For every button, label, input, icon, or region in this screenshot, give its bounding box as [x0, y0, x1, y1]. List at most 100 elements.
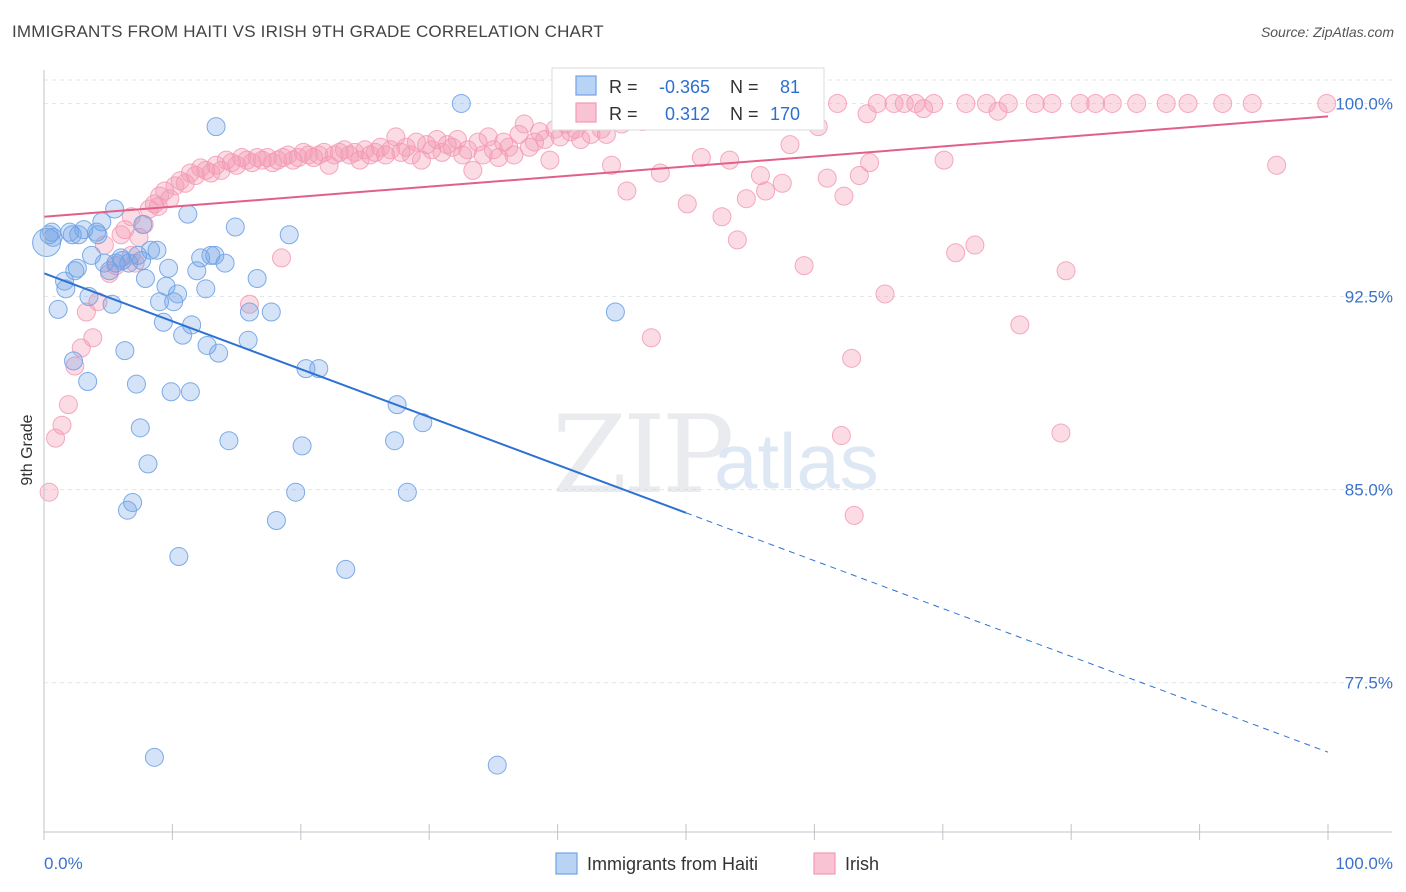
irish-point	[1070, 93, 1090, 113]
irish-point	[1178, 93, 1198, 113]
irish-point	[894, 93, 914, 113]
stats-blue-r-value: -0.365	[659, 77, 710, 97]
irish-point	[602, 155, 622, 175]
haiti-point	[225, 217, 245, 237]
irish-point	[875, 284, 895, 304]
haiti-point	[196, 279, 216, 299]
irish-point	[478, 127, 498, 147]
irish-point	[860, 153, 880, 173]
haiti-points	[32, 93, 625, 775]
irish-point	[691, 148, 711, 168]
haiti-point	[197, 335, 217, 355]
legend-swatch-irish[interactable]	[813, 852, 836, 875]
irish-point	[828, 93, 848, 113]
stats-blue-n-value: 81	[780, 77, 800, 97]
irish-point	[319, 155, 339, 175]
irish-point	[1051, 423, 1071, 443]
haiti-point	[78, 371, 98, 391]
x-tick-label-min: 0.0%	[44, 854, 83, 873]
x-axis-ticks	[43, 824, 1329, 840]
irish-point	[247, 148, 267, 168]
stats-box: R = -0.365 N = 81 R = 0.312 N = 170	[551, 67, 825, 131]
irish-point	[283, 150, 303, 170]
irish-point	[756, 181, 776, 201]
trend-lines	[43, 115, 1329, 753]
irish-point	[504, 145, 524, 165]
irish-point	[299, 145, 319, 165]
haiti-point	[219, 431, 239, 451]
haiti-point	[48, 299, 68, 319]
stats-blue-n-label: N =	[730, 77, 759, 97]
irish-point	[924, 93, 944, 113]
irish-point	[540, 150, 560, 170]
legend-label-irish[interactable]: Irish	[845, 854, 879, 874]
irish-point	[180, 163, 200, 183]
haiti-point	[247, 269, 267, 289]
irish-point	[206, 155, 226, 175]
y-tick-label: 85.0%	[1345, 481, 1393, 500]
irish-point	[239, 294, 259, 314]
irish-point	[494, 132, 514, 152]
haiti-point	[130, 418, 150, 438]
irish-point	[535, 130, 555, 150]
haiti-point	[180, 382, 200, 402]
haiti-point	[135, 269, 155, 289]
irish-point	[268, 150, 288, 170]
irish-point	[309, 145, 329, 165]
haiti-point	[168, 284, 188, 304]
haiti-point	[62, 225, 82, 245]
irish-point	[175, 173, 195, 193]
irish-point	[401, 145, 421, 165]
irish-point	[293, 142, 313, 162]
y-axis-tick-labels: 100.0% 92.5% 85.0% 77.5%	[1335, 94, 1393, 692]
haiti-point	[147, 240, 167, 260]
irish-point	[447, 130, 467, 150]
irish-point	[489, 148, 509, 168]
irish-point	[304, 148, 324, 168]
irish-point	[617, 181, 637, 201]
haiti-point	[239, 302, 259, 322]
irish-point	[946, 243, 966, 263]
haiti-point	[159, 258, 179, 278]
haiti-point	[115, 341, 135, 361]
legend-swatch-haiti[interactable]	[555, 852, 578, 875]
y-tick-label: 77.5%	[1345, 674, 1393, 693]
irish-point	[1242, 93, 1262, 113]
irish-point	[58, 395, 78, 415]
irish-point	[988, 101, 1008, 121]
haiti-point	[178, 204, 198, 224]
irish-point	[1156, 93, 1176, 113]
irish-point	[411, 150, 431, 170]
legend-label-haiti[interactable]: Immigrants from Haiti	[587, 854, 758, 874]
haiti-point	[141, 240, 161, 260]
irish-point	[1267, 155, 1287, 175]
irish-point	[1317, 93, 1337, 113]
stats-pink-r-value: 0.312	[665, 104, 710, 124]
irish-point	[463, 160, 483, 180]
irish-point	[750, 166, 770, 186]
irish-point	[1056, 261, 1076, 281]
irish-point	[519, 137, 539, 157]
source-credit: Source: ZipAtlas.com	[1260, 24, 1394, 40]
y-axis-title: 9th Grade	[19, 414, 36, 485]
haiti-point	[67, 258, 87, 278]
irish-point	[772, 173, 792, 193]
irish-point	[83, 328, 103, 348]
haiti-point	[105, 199, 125, 219]
irish-point	[712, 207, 732, 227]
irish-point	[1010, 315, 1030, 335]
irish-point	[263, 153, 283, 173]
irish-point	[386, 127, 406, 147]
irish-point	[998, 93, 1018, 113]
haiti-point	[99, 261, 119, 281]
irish-point	[473, 145, 493, 165]
irish-point	[170, 171, 190, 191]
haiti-point	[385, 431, 405, 451]
irish-point	[884, 93, 904, 113]
haiti-point	[187, 261, 207, 281]
watermark-zip: ZIP	[552, 393, 731, 518]
haiti-point	[64, 351, 84, 371]
irish-point	[914, 99, 934, 119]
irish-point	[842, 348, 862, 368]
irish-point	[324, 145, 344, 165]
